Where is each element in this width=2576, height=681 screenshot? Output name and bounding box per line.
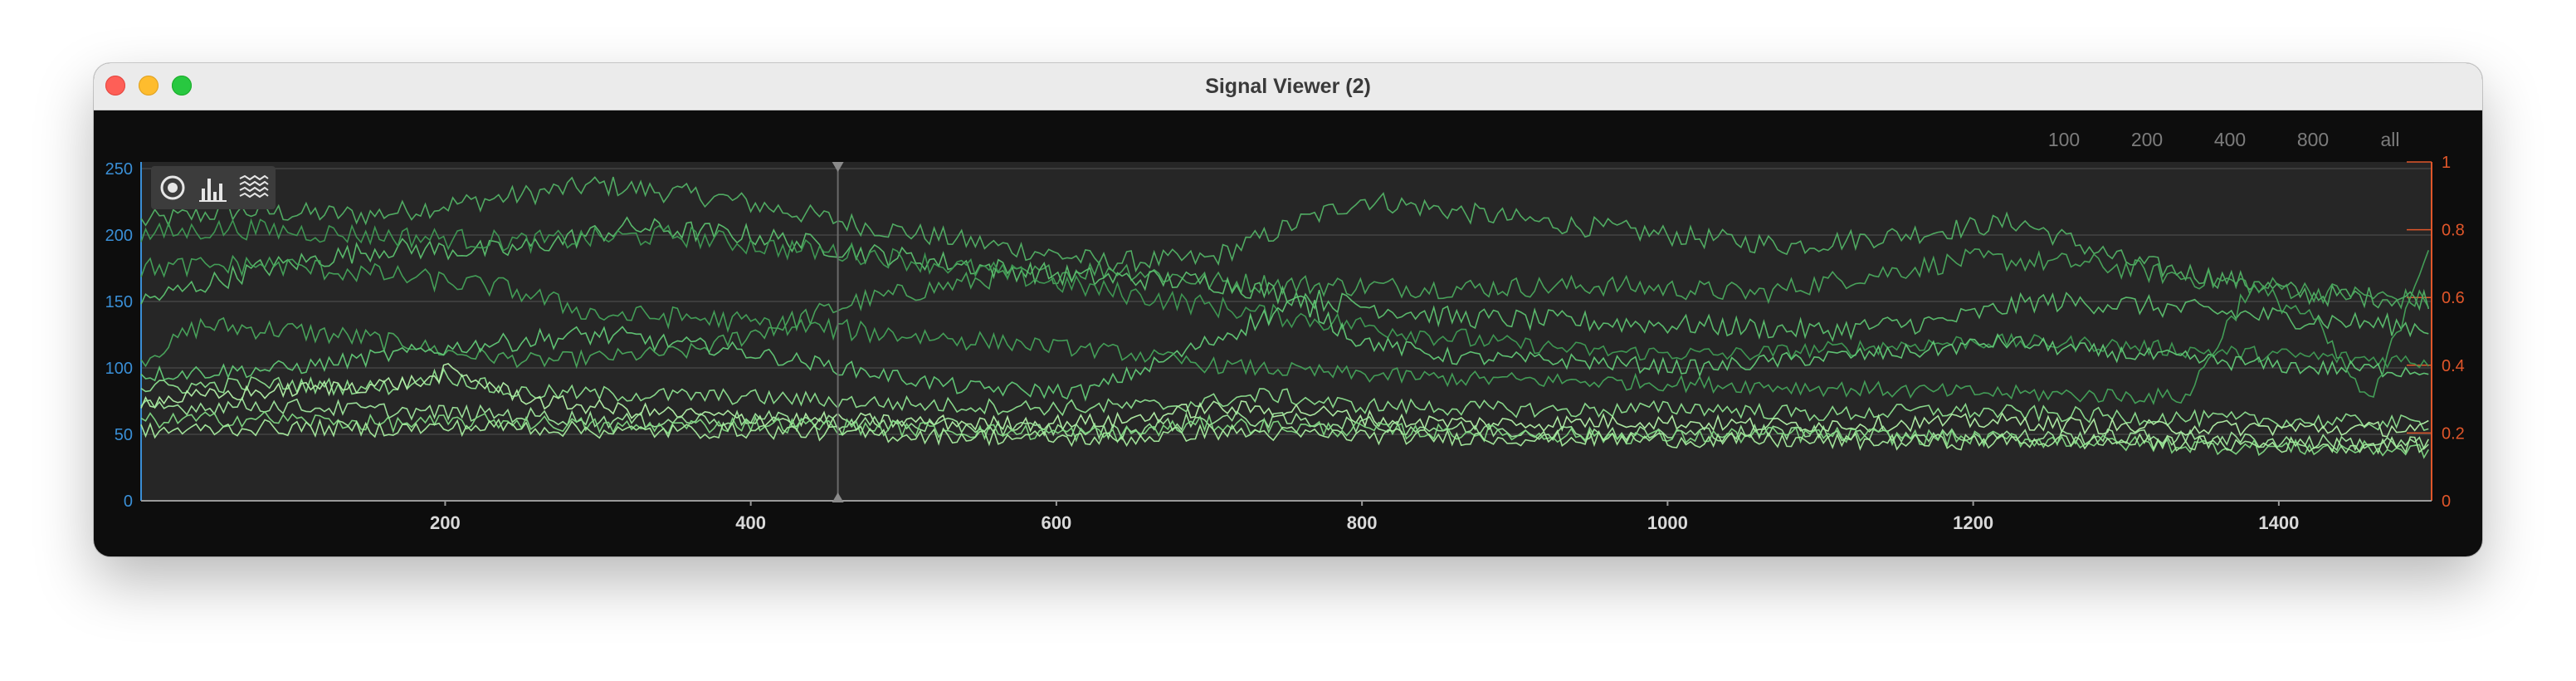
- range-button-all[interactable]: all: [2380, 129, 2400, 150]
- x-tick-label: 1400: [2258, 512, 2299, 533]
- histogram-tool-button[interactable]: [195, 169, 232, 206]
- series-line-2: [140, 247, 2429, 370]
- waveform-tool-button[interactable]: [236, 169, 272, 206]
- series-line-9: [140, 396, 2429, 452]
- series-line-10: [140, 410, 2429, 459]
- title-bar: Signal Viewer (2): [94, 63, 2482, 110]
- series-line-4: [140, 218, 2429, 370]
- series-group: [140, 176, 2430, 459]
- x-tick-label: 1200: [1953, 512, 1993, 533]
- x-tick-label: 1000: [1647, 512, 1688, 533]
- y-left-tick-label: 250: [105, 160, 133, 179]
- maximize-window-button[interactable]: [172, 76, 192, 96]
- waveform-icon: [239, 174, 269, 198]
- y-left-tick-label: 0: [124, 492, 133, 511]
- bar-chart-icon: [199, 179, 227, 202]
- plot-area[interactable]: [141, 162, 2432, 501]
- y-left-tick-label: 200: [105, 227, 133, 245]
- series-line-11: [140, 418, 2430, 455]
- y-right-tick-label: 0.8: [2442, 222, 2465, 240]
- y-left-tick-label: 50: [115, 426, 133, 444]
- close-window-button[interactable]: [105, 76, 125, 96]
- y-right-tick-label: 0.2: [2442, 424, 2465, 443]
- range-button-200[interactable]: 200: [2130, 129, 2164, 150]
- target-icon: [160, 175, 185, 200]
- window-title: Signal Viewer (2): [1205, 75, 1371, 98]
- series-line-5: [140, 295, 2429, 402]
- series-line-6: [140, 250, 2430, 406]
- y-right-tick-label: 0.6: [2442, 289, 2465, 307]
- cursor-top-handle[interactable]: [832, 162, 844, 172]
- range-button-800[interactable]: 800: [2296, 129, 2330, 150]
- plot-toolbar: [151, 166, 276, 209]
- x-tick-label: 600: [1042, 512, 1072, 533]
- x-tick-label: 800: [1347, 512, 1378, 533]
- target-tool-button[interactable]: [154, 169, 191, 206]
- y-left-tick-label: 100: [105, 360, 133, 378]
- range-button-400[interactable]: 400: [2213, 129, 2247, 150]
- x-tick-label: 200: [430, 512, 461, 533]
- series-line-8: [140, 362, 2429, 438]
- cursor-bottom-handle[interactable]: [832, 492, 844, 502]
- y-right-tick-label: 1: [2442, 154, 2451, 172]
- y-right-tick-label: 0: [2442, 492, 2451, 511]
- minimize-window-button[interactable]: [139, 76, 159, 96]
- y-left-tick-label: 150: [105, 293, 133, 311]
- x-tick-label: 400: [735, 512, 766, 533]
- range-button-100[interactable]: 100: [2047, 129, 2081, 150]
- series-line-1: [140, 176, 2430, 311]
- series-line-3: [140, 216, 2429, 343]
- y-right-tick-label: 0.4: [2442, 357, 2465, 375]
- series-line-7: [140, 367, 2429, 432]
